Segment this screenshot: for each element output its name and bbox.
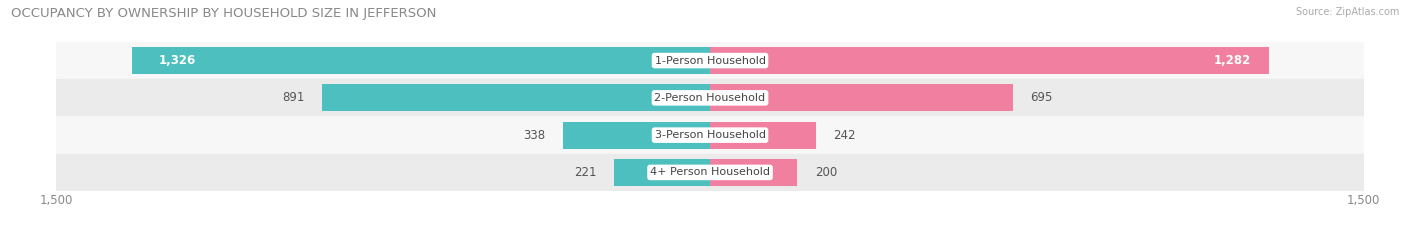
- Text: OCCUPANCY BY OWNERSHIP BY HOUSEHOLD SIZE IN JEFFERSON: OCCUPANCY BY OWNERSHIP BY HOUSEHOLD SIZE…: [11, 7, 437, 20]
- Bar: [710, 122, 815, 149]
- Text: 3-Person Household: 3-Person Household: [655, 130, 765, 140]
- Text: 4+ Person Household: 4+ Person Household: [650, 168, 770, 177]
- Text: 200: 200: [814, 166, 837, 179]
- Bar: [562, 122, 710, 149]
- Text: 1-Person Household: 1-Person Household: [655, 56, 765, 65]
- Bar: [56, 116, 1364, 154]
- Bar: [322, 84, 710, 111]
- Text: 2-Person Household: 2-Person Household: [654, 93, 766, 103]
- Text: 1,282: 1,282: [1215, 54, 1251, 67]
- Bar: [132, 47, 710, 74]
- Text: 695: 695: [1031, 91, 1053, 104]
- Bar: [613, 159, 710, 186]
- Bar: [710, 159, 797, 186]
- Text: 242: 242: [832, 129, 855, 142]
- Bar: [56, 42, 1364, 79]
- Bar: [56, 154, 1364, 191]
- Bar: [710, 47, 1268, 74]
- Text: 338: 338: [523, 129, 546, 142]
- Text: 1,326: 1,326: [159, 54, 195, 67]
- Bar: [710, 84, 1012, 111]
- Bar: [56, 79, 1364, 116]
- Text: 221: 221: [574, 166, 596, 179]
- Text: Source: ZipAtlas.com: Source: ZipAtlas.com: [1295, 7, 1399, 17]
- Text: 891: 891: [281, 91, 304, 104]
